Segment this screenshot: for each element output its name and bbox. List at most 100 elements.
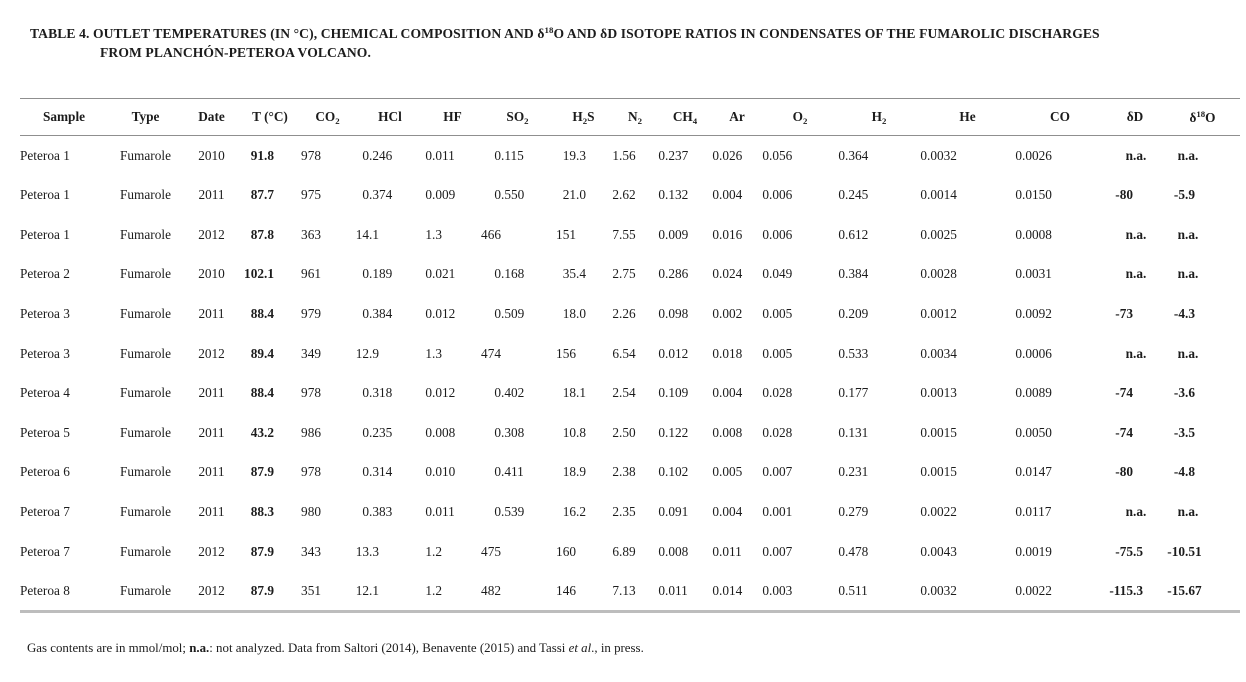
cell-n2: 2.54 [612,385,636,401]
cell-ar: 0.004 [712,186,743,202]
cell-hf: 0.010 [425,464,456,480]
cell-co: 0.0117 [1015,504,1052,520]
text-segment: 18 [544,25,554,35]
cell-he: 0.0032 [920,147,957,163]
text-segment: 2 [802,115,808,126]
table-row: Peteroa 7 Fumarole 2012 87.9 343 13.3 1.2 475 16… [20,532,1240,572]
table-row: Peteroa 1 Fumarole 2010 91.8 978 0.246 0.011 0.… [20,136,1240,176]
text-segment: FROM PLANCHÓN-PETEROA VOLCANO. [100,45,371,60]
cell-o2: 0.006 [762,186,793,202]
cell-ch4: 0.286 [658,266,689,282]
cell-hcl: 0.189 [362,266,393,282]
cell-ch4: 0.091 [658,504,689,520]
cell-h2s: 35.4 [562,266,586,282]
cell-he: 0.0022 [920,504,957,520]
cell-co2: 978 [301,147,321,163]
cell-d18O: -3.6 [1173,385,1195,401]
cell-h2s: 156 [556,345,576,361]
cell-hf: 0.011 [425,147,455,163]
cell-h2: 0.478 [838,543,869,559]
cell-h2: 0.177 [838,385,869,401]
cell-sample: Peteroa 3 [20,345,70,361]
cell-dD: n .a. [1125,345,1147,361]
cell-t-c: 91.8 [250,147,274,163]
cell-ar: 0.011 [712,543,742,559]
text-segment: 2 [637,115,642,126]
cell-t-c: 43.2 [250,424,274,440]
cell-sample: Peteroa 3 [20,305,70,321]
cell-type: Fumarole [120,266,171,282]
cell-o2: 0.049 [762,266,793,282]
cell-ar: 0.008 [712,424,743,440]
cell-h2s: 146 [555,571,612,613]
column-header-t-c: T (°C) [240,98,300,136]
cell-co2: 351 [300,571,355,613]
cell-he: 0.0034 [920,345,957,361]
cell-h2s: 21.0 [562,186,586,202]
column-header-co: CO [1015,98,1105,136]
text-segment: H [871,108,882,124]
cell-ch4: 0.012 [658,345,689,361]
cell-hcl: 0.235 [362,424,393,440]
cell-co2: 978 [301,385,321,401]
column-header-type: Type [108,98,183,136]
cell-hcl: 0.318 [362,385,393,401]
cell-he: 0.0014 [920,186,957,202]
cell-d18O: -15.67 [1165,571,1240,613]
text-segment: T (°C) [252,109,288,124]
cell-ar: 0.018 [712,345,743,361]
table-caption: TABLE 4. OUTLET TEMPERATURES (IN °C), CH… [30,21,1240,62]
cell-date: 2012 [183,571,240,613]
cell-date: 2011 [198,464,225,480]
cell-ar: 0.002 [712,305,743,321]
cell-h2: 0.533 [838,345,869,361]
cell-co2: 980 [301,504,321,520]
cell-date: 2012 [198,226,225,242]
cell-sample: Peteroa 2 [20,266,70,282]
cell-h2: 0.612 [838,226,869,242]
cell-ch4: 0.132 [658,186,689,202]
cell-n2: 1.56 [612,147,636,163]
cell-h2: 0.511 [838,571,920,613]
text-segment: HCl [378,109,402,124]
cell-h2s: 151 [556,226,576,242]
cell-co: 0.0089 [1015,385,1052,401]
table-row: Peteroa 2 Fumarole 2010 102.1 961 0.189 0.021 0… [20,254,1240,294]
cell-n2: 7.55 [612,226,636,242]
cell-d18O: n .a. [1177,504,1199,520]
text-segment: H [572,108,583,124]
table-body: Peteroa 1 Fumarole 2010 91.8 978 0.246 0.011 0.… [20,136,1240,613]
table-row: Peteroa 6 Fumarole 2011 87.9 978 0.314 0.010 0.… [20,453,1240,493]
cell-h2s: 18.0 [562,305,586,321]
cell-n2: 2.35 [612,504,636,520]
text-segment: Type [131,109,160,124]
cell-he: 0.0043 [920,543,957,559]
cell-sample: Peteroa 6 [20,464,70,480]
cell-he: 0.0015 [920,424,957,440]
column-header-so2: SO2 [480,98,555,136]
cell-ch4: 0.109 [658,385,689,401]
text-segment: O [1205,109,1216,125]
column-header-dD: δD [1105,98,1165,136]
cell-dD: -75.5 [1115,543,1143,559]
cell-hcl: 14.1 [355,226,379,242]
cell-n2: 2.50 [612,424,636,440]
table-caption-line1: TABLE 4. OUTLET TEMPERATURES (IN °C), CH… [30,21,1240,43]
cell-co: 0.0008 [1015,226,1052,242]
cell-co: 0.0050 [1015,424,1052,440]
text-segment: Date [198,109,225,124]
cell-ch4: 0.102 [658,464,689,480]
cell-ch4: 0.098 [658,305,689,321]
cell-type: Fumarole [120,345,171,361]
text-segment: SO [506,108,525,124]
text-segment: Ar [729,109,745,124]
cell-date: 2011 [198,305,225,321]
cell-h2: 0.231 [838,464,869,480]
column-header-n2: N2 [612,98,658,136]
cell-co2: 363 [301,226,321,242]
cell-co2: 961 [301,266,321,282]
cell-t-c: 87.8 [250,226,274,242]
cell-dD: n .a. [1125,266,1147,282]
cell-h2: 0.245 [838,186,869,202]
text-segment: δ [1189,109,1197,125]
